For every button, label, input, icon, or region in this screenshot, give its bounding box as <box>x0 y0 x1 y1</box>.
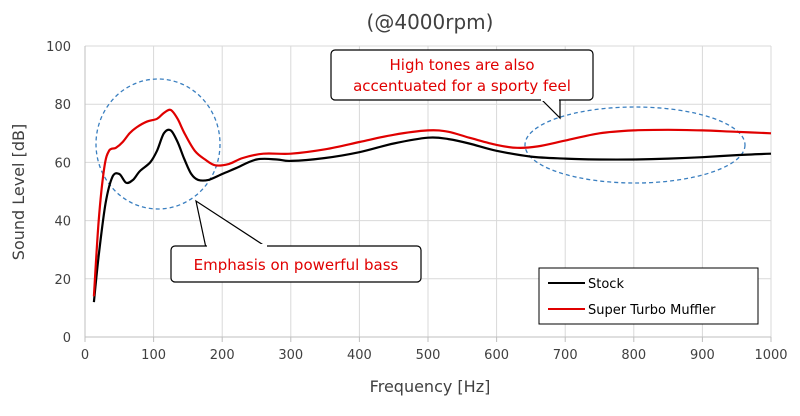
legend-label-stock: Stock <box>588 277 624 292</box>
bass-callout-pointer <box>195 199 271 249</box>
bass-callout-mask <box>207 244 267 248</box>
x-tick-label: 100 <box>141 348 166 363</box>
legend-box <box>538 267 759 325</box>
x-tick-label: 0 <box>81 348 89 363</box>
x-tick-label: 900 <box>690 348 715 363</box>
axes <box>84 46 772 342</box>
y-tick-label: 20 <box>54 273 71 288</box>
y-tick-label: 0 <box>63 331 71 346</box>
x-tick-label: 400 <box>347 348 372 363</box>
chart-title: (@4000rpm) <box>367 10 494 34</box>
x-tick-label: 800 <box>621 348 646 363</box>
x-tick-label: 300 <box>278 348 303 363</box>
high-tones-callout-line-2: accentuated for a sporty feel <box>353 77 571 95</box>
high-tones-callout: High tones are also accentuated for a sp… <box>330 49 594 120</box>
high-tones-callout-mask <box>541 97 559 101</box>
y-tick-label: 40 <box>54 215 71 230</box>
y-tick-label: 80 <box>54 98 71 113</box>
y-tick-label: 100 <box>46 40 71 55</box>
legend: Stock Super Turbo Muffler <box>538 267 759 325</box>
x-tick-labels: 0 100 200 300 400 500 600 700 800 900 1000 <box>81 348 788 363</box>
series-line-super-turbo-muffler <box>92 108 772 297</box>
series-line-stock <box>92 128 772 303</box>
y-axis-label: Sound Level [dB] <box>9 124 28 260</box>
x-tick-label: 500 <box>416 348 441 363</box>
x-tick-label: 700 <box>553 348 578 363</box>
bass-emphasis-ellipse <box>95 78 221 210</box>
y-tick-labels: 0 20 40 60 80 100 <box>46 40 71 346</box>
x-tick-label: 1000 <box>754 348 787 363</box>
x-tick-label: 200 <box>210 348 235 363</box>
bass-callout-text: Emphasis on powerful bass <box>194 256 399 274</box>
high-tone-emphasis-ellipse <box>524 106 746 184</box>
bass-callout-box <box>170 245 422 283</box>
high-tones-callout-line-1: High tones are also <box>390 56 535 74</box>
x-tick-label: 600 <box>484 348 509 363</box>
legend-label-super-turbo: Super Turbo Muffler <box>588 303 716 318</box>
x-axis-label: Frequency [Hz] <box>370 377 491 396</box>
bass-callout: Emphasis on powerful bass <box>170 199 422 283</box>
high-tones-callout-box <box>330 49 594 101</box>
series-lines <box>92 108 772 303</box>
y-tick-label: 60 <box>54 156 71 171</box>
